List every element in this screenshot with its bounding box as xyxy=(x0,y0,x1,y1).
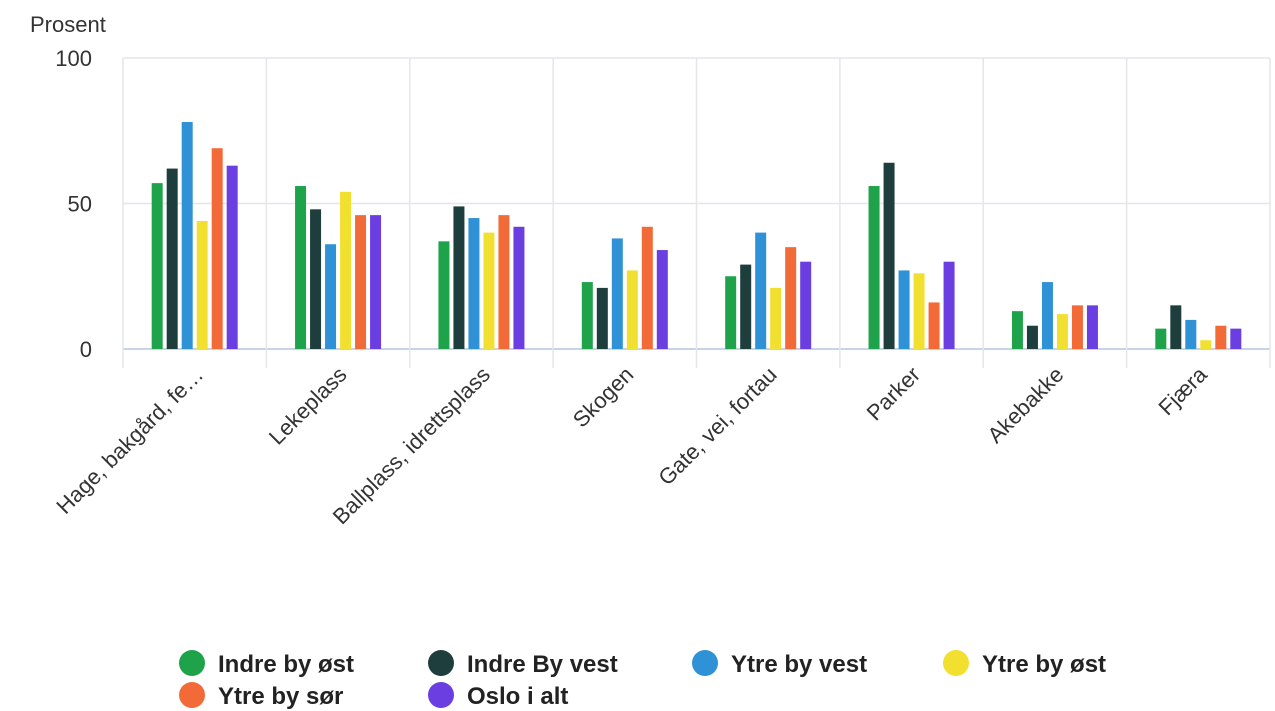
legend-marker xyxy=(428,682,454,708)
bar xyxy=(800,261,812,349)
bar xyxy=(596,287,608,349)
y-tick-label: 0 xyxy=(80,337,92,362)
bar xyxy=(725,276,737,349)
legend-marker xyxy=(179,650,205,676)
bar xyxy=(181,122,193,350)
x-category-label: Skogen xyxy=(568,362,638,432)
bars xyxy=(151,122,1242,350)
bar xyxy=(340,191,352,349)
bar xyxy=(438,241,450,349)
bar xyxy=(1230,328,1242,349)
bar xyxy=(755,232,767,349)
bar xyxy=(883,162,895,349)
bar xyxy=(913,273,925,349)
bar xyxy=(740,264,752,349)
bar xyxy=(611,238,623,349)
bar xyxy=(626,270,638,349)
bar xyxy=(898,270,910,349)
bar xyxy=(151,183,163,349)
legend-marker xyxy=(692,650,718,676)
bar xyxy=(1071,305,1083,349)
x-category-label: Fjæra xyxy=(1154,361,1213,420)
bar xyxy=(226,165,238,349)
bar xyxy=(1185,319,1197,349)
bar xyxy=(656,250,668,349)
x-category-label: Lekeplass xyxy=(264,362,352,450)
legend-label: Oslo i alt xyxy=(467,683,568,710)
y-tick-label: 50 xyxy=(68,192,92,217)
bar xyxy=(1200,340,1212,349)
bar xyxy=(370,215,382,349)
bar xyxy=(928,302,940,349)
legend-marker xyxy=(428,650,454,676)
x-category-label: Gate, vei, fortau xyxy=(653,362,781,490)
bar xyxy=(868,186,880,349)
bar xyxy=(295,186,307,349)
bar xyxy=(166,168,178,349)
bar xyxy=(196,220,208,349)
bar xyxy=(1056,314,1068,349)
grid xyxy=(122,57,1271,368)
bar xyxy=(453,206,465,349)
legend-marker xyxy=(179,682,205,708)
bar xyxy=(641,226,653,349)
bar xyxy=(483,232,495,349)
bar xyxy=(1170,305,1182,349)
bar xyxy=(498,215,510,349)
bar xyxy=(581,282,593,349)
bar xyxy=(513,226,525,349)
legend-label: Indre by øst xyxy=(218,651,354,678)
bar xyxy=(468,218,480,349)
legend-label: Indre By vest xyxy=(467,651,618,678)
bar xyxy=(1026,325,1038,349)
legend-marker xyxy=(943,650,969,676)
bar xyxy=(1086,305,1098,349)
x-category-label: Hage, bakgård, fe… xyxy=(51,362,208,519)
bar xyxy=(1215,325,1227,349)
bar xyxy=(1041,282,1053,349)
bar xyxy=(1155,328,1167,349)
bar xyxy=(325,244,337,349)
bar xyxy=(785,247,797,349)
y-axis-title: Prosent xyxy=(30,12,106,37)
x-category-label: Parker xyxy=(862,362,925,425)
bar xyxy=(355,215,367,349)
x-category-label: Akebakke xyxy=(982,362,1068,448)
bar xyxy=(1011,311,1023,349)
bar xyxy=(310,209,322,349)
legend-label: Ytre by sør xyxy=(218,683,343,710)
legend-label: Ytre by vest xyxy=(731,651,867,678)
bar xyxy=(770,287,782,349)
x-category-label: Ballplass, idrettsplass xyxy=(328,362,495,529)
legend: Indre by øst Indre By vest Ytre by vest Ytr… xyxy=(179,650,1106,710)
legend-label: Ytre by øst xyxy=(982,651,1106,678)
bar xyxy=(943,261,955,349)
y-ticks: 0 50 100 xyxy=(55,46,92,362)
y-tick-label: 100 xyxy=(55,46,92,71)
bar xyxy=(211,148,223,349)
